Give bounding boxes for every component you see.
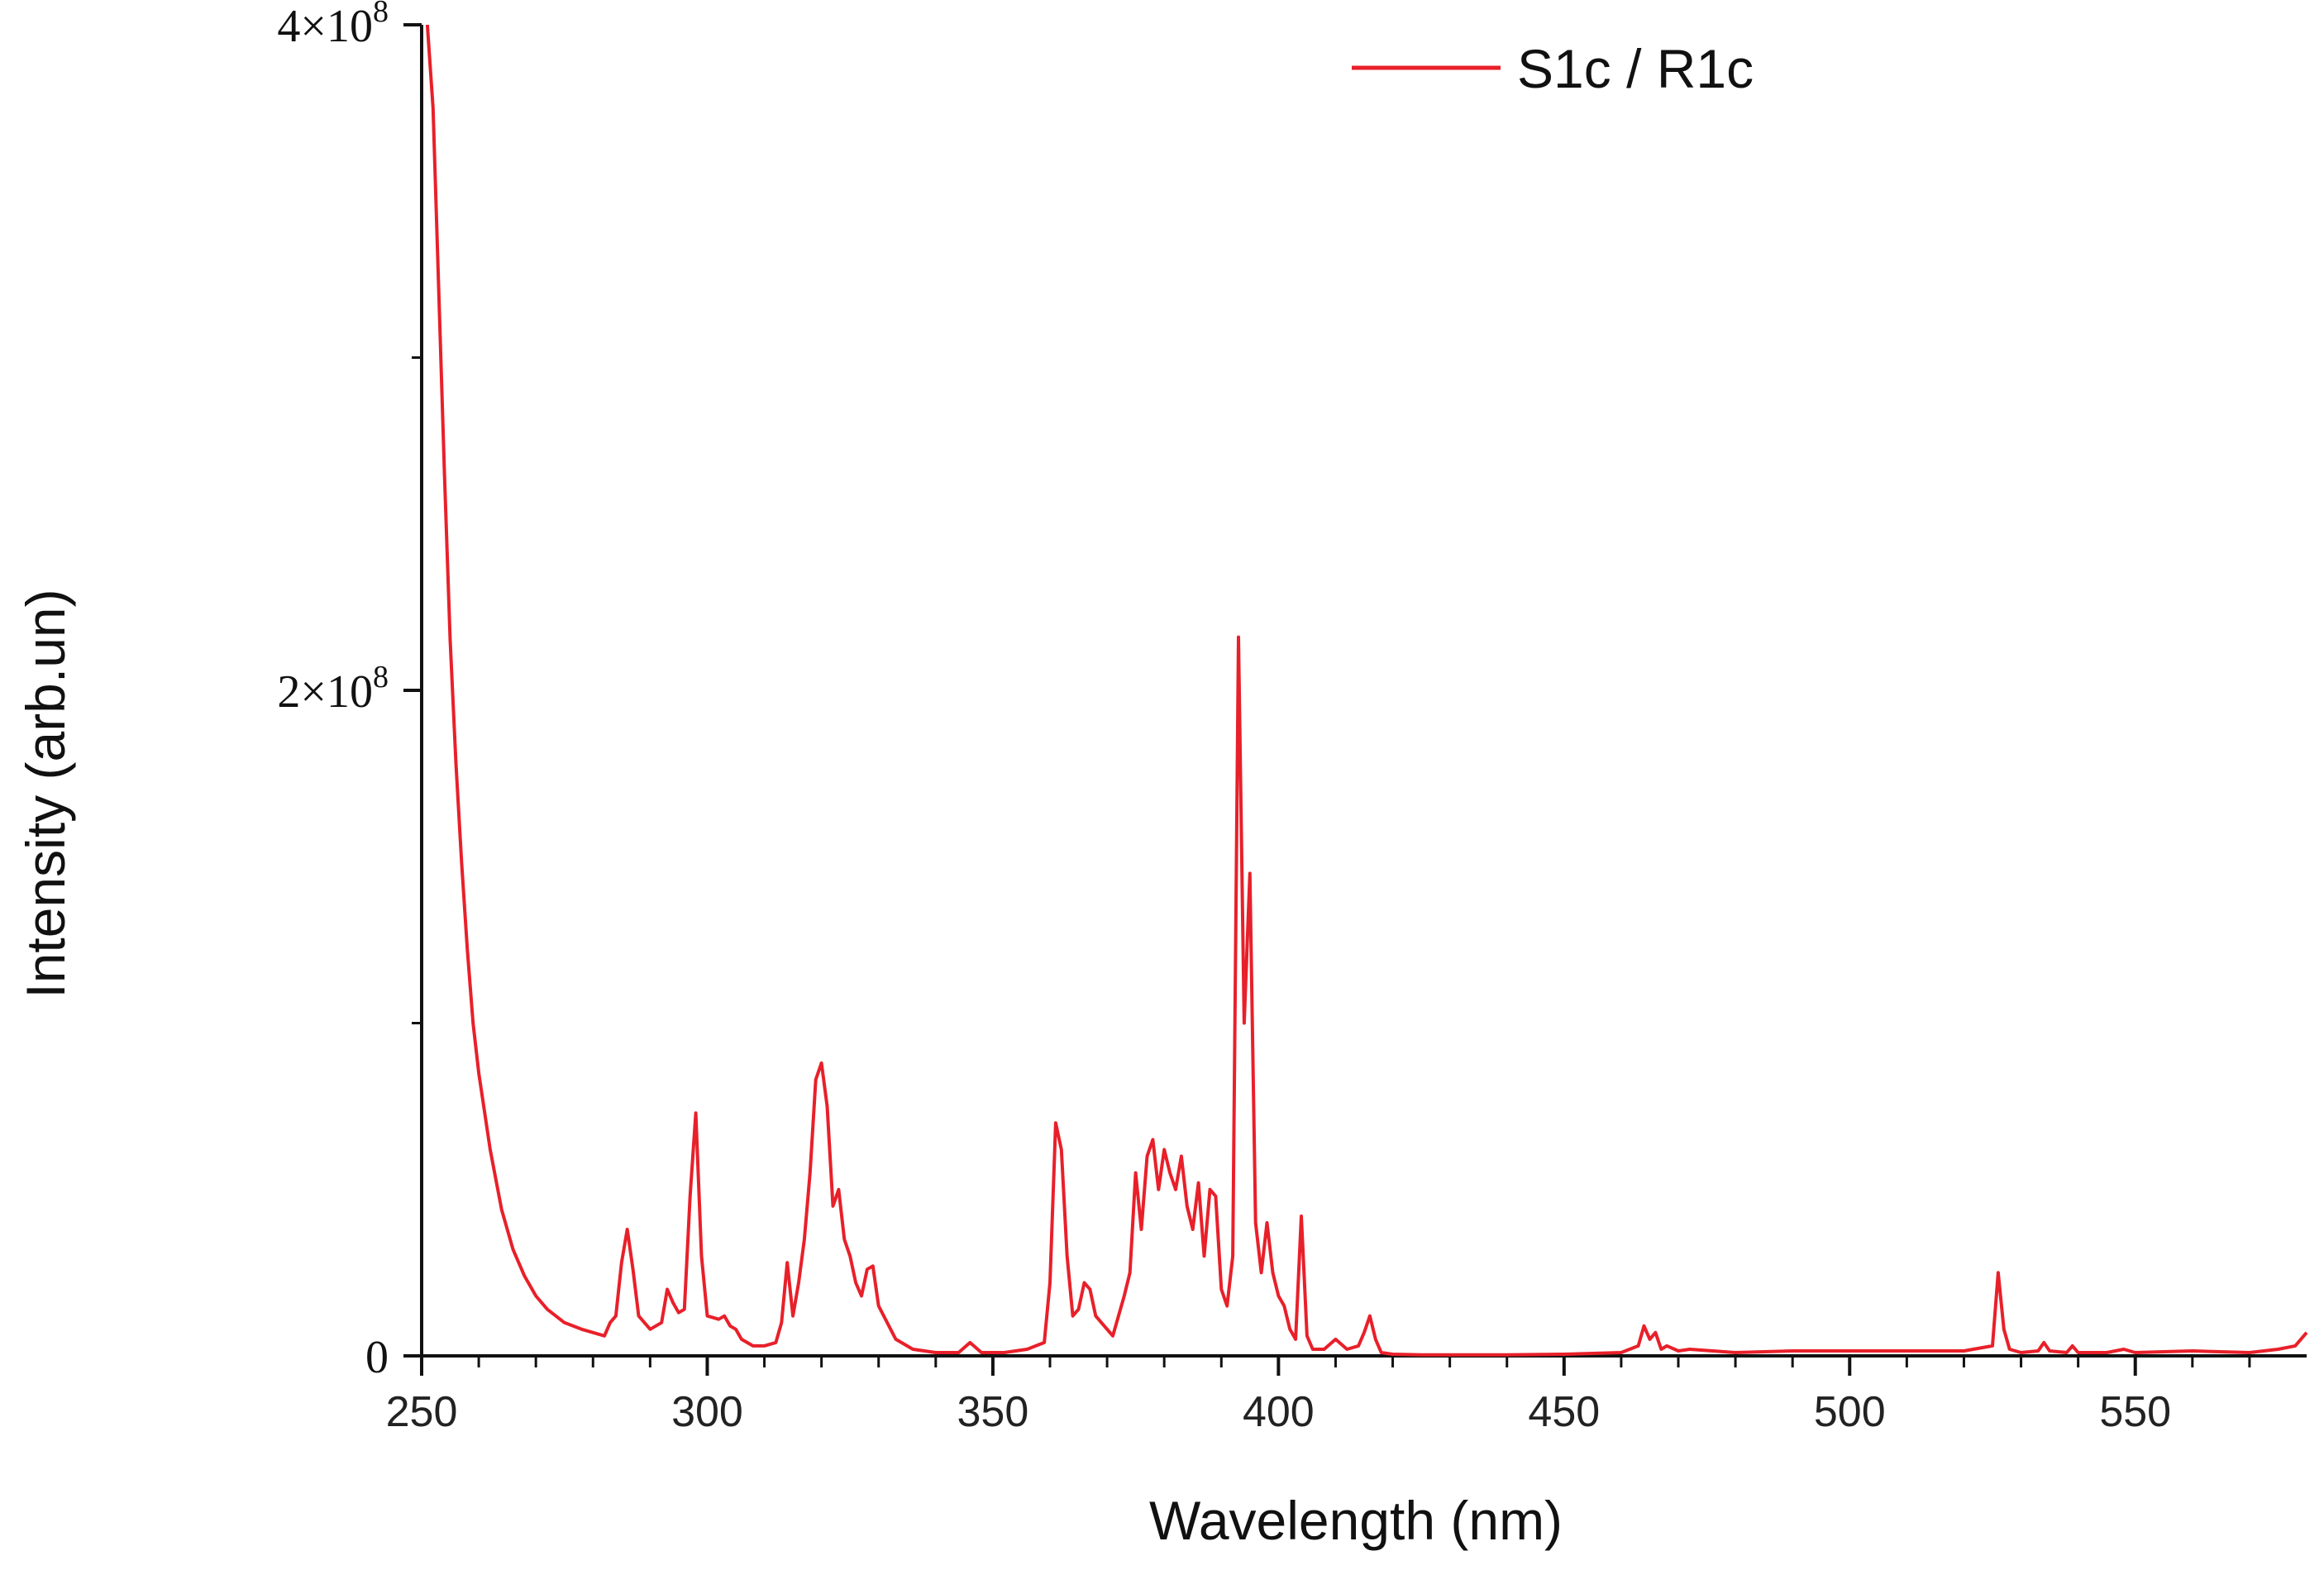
axes [420, 25, 2307, 1358]
legend: S1c / R1c [1352, 38, 1754, 99]
x-tick-label: 350 [957, 1388, 1029, 1436]
y-tick-mantissa: 2×10 [277, 666, 373, 718]
y-tick-label: 0 [365, 1332, 389, 1383]
y-tick-label: 2×108 [277, 660, 389, 718]
y-tick-mantissa: 0 [365, 1332, 389, 1383]
y-tick-mantissa: 4×10 [277, 1, 373, 52]
x-tick-label: 450 [1528, 1388, 1600, 1436]
x-tick-label: 550 [2099, 1388, 2171, 1436]
x-axis-title: Wavelength (nm) [1149, 1490, 1563, 1551]
series-lines [425, 24, 2308, 1357]
y-axis-title: Intensity (arb.un) [15, 589, 76, 998]
y-tick-exponent: 8 [373, 0, 389, 29]
y-tick-exponent: 8 [373, 660, 389, 694]
x-tick-label: 400 [1243, 1388, 1315, 1436]
legend-label: S1c / R1c [1517, 38, 1754, 99]
x-tick-label: 250 [386, 1388, 458, 1436]
x-tick-label: 300 [671, 1388, 743, 1436]
y-tick-label: 4×108 [277, 0, 389, 52]
series-line-0 [425, 24, 2308, 1357]
x-tick-label: 500 [1814, 1388, 1886, 1436]
